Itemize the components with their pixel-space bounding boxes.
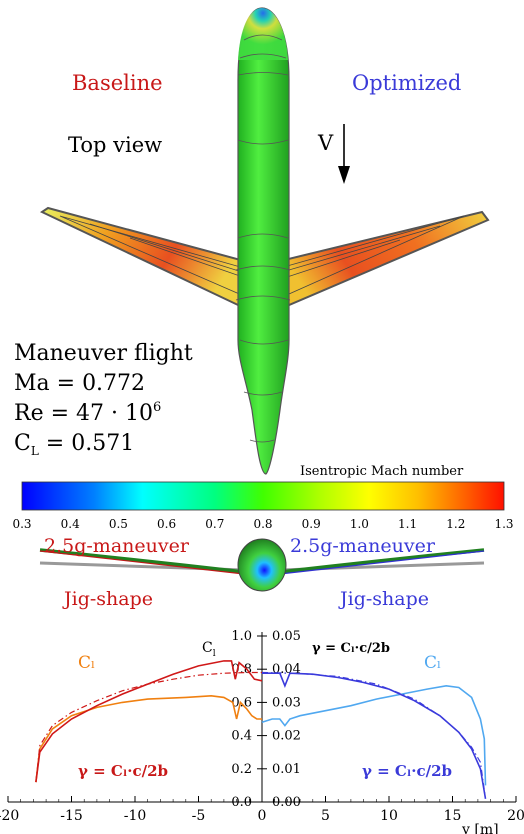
colorbar-tick-label: 1.3 <box>494 517 513 531</box>
x-axis-label: y [m] <box>461 822 499 834</box>
colorbar-ticks: 0.3 0.4 0.5 0.6 0.7 0.8 0.9 1.0 1.1 1.2 1.3 <box>12 517 513 531</box>
x-tick-label: -15 <box>60 808 83 824</box>
baseline-label: Baseline <box>72 71 163 95</box>
lift-coefficient: CL = 0.571 <box>14 431 134 458</box>
series-right-Cl <box>261 684 487 786</box>
series-right-gamma_ref <box>261 671 487 799</box>
gamma-annotation-left: γ = Cₗ·c/2b <box>78 762 168 780</box>
velocity-label: V <box>317 131 334 155</box>
top-view-label: Top view <box>68 133 162 157</box>
x-tick-label: -10 <box>124 808 147 824</box>
y-left-tick-label: 0.4 <box>231 729 252 744</box>
y-right-tick-label: 0.05 <box>272 629 301 644</box>
colorbar <box>21 481 505 511</box>
aircraft-front-view <box>39 538 485 592</box>
nose-pressure-field <box>238 8 288 60</box>
maneuver-wing-left <box>39 548 245 574</box>
colorbar-tick-label: 0.7 <box>205 517 224 531</box>
x-tick-label: 10 <box>380 808 398 824</box>
flight-title: Maneuver flight <box>14 341 193 366</box>
colorbar-tick-label: 1.2 <box>446 517 465 531</box>
maneuver-label-right: 2.5g-maneuver <box>290 535 436 557</box>
x-tick-label: 5 <box>321 808 330 824</box>
y-right-tick-label: 0.04 <box>272 662 301 677</box>
colorbar-tick-label: 0.4 <box>61 517 80 531</box>
colorbar-tick-label: 0.5 <box>109 517 128 531</box>
aircraft-top-view <box>39 7 490 475</box>
cl-annotation-left: Cₗ <box>78 653 95 673</box>
y-left-tick-label: 1.0 <box>231 629 252 644</box>
maneuver-label-left: 2.5g-maneuver <box>44 535 190 557</box>
y-right-tick-label: 0.01 <box>272 762 301 777</box>
y-right-tick-label: 0.03 <box>272 695 301 710</box>
x-tick-label: 20 <box>507 808 524 824</box>
colorbar-tick-label: 1.0 <box>350 517 369 531</box>
cl-annotation-right: Cₗ <box>424 653 441 673</box>
x-tick-label: -20 <box>0 808 19 824</box>
x-tick-label: 15 <box>444 808 462 824</box>
series-left-gamma_ref <box>35 671 262 783</box>
reynolds-number: Re = 47 · 106 <box>14 400 161 426</box>
y-left-axis-label: Cl <box>202 640 216 659</box>
gamma-annotation-top: γ = Cₗ·c/2b <box>312 641 390 656</box>
y-left-tick-label: 0.0 <box>231 795 252 810</box>
series-right-gamma <box>262 672 487 799</box>
series-left-Cl <box>35 694 262 783</box>
x-tick-label: -5 <box>192 808 206 824</box>
colorbar-tick-label: 0.9 <box>302 517 321 531</box>
x-tick-label: 0 <box>258 808 267 824</box>
mach-number: Ma = 0.772 <box>14 371 145 396</box>
colorbar-title: Isentropic Mach number <box>300 464 464 479</box>
fuselage <box>237 7 290 475</box>
fuselage-contours <box>235 34 291 443</box>
velocity-arrow <box>338 124 350 184</box>
jig-label-right: Jig-shape <box>338 588 429 610</box>
y-right-tick-label: 0.00 <box>272 795 301 810</box>
colorbar-tick-label: 0.6 <box>157 517 176 531</box>
left-wing <box>39 206 252 307</box>
optimized-label: Optimized <box>352 71 461 95</box>
y-right-tick-label: 0.02 <box>272 729 301 744</box>
colorbar-tick-label: 0.8 <box>253 517 272 531</box>
y-left-tick-label: 0.2 <box>231 762 252 777</box>
maneuver-wing-right <box>279 548 485 574</box>
series-left-gamma <box>35 660 263 783</box>
fuselage-front <box>237 538 287 592</box>
gamma-annotation-right: γ = Cₗ·c/2b <box>362 762 452 780</box>
jig-label-left: Jig-shape <box>62 588 153 610</box>
colorbar-tick-label: 1.1 <box>398 517 417 531</box>
right-wing <box>270 210 490 310</box>
colorbar-tick-label: 0.3 <box>12 517 31 531</box>
